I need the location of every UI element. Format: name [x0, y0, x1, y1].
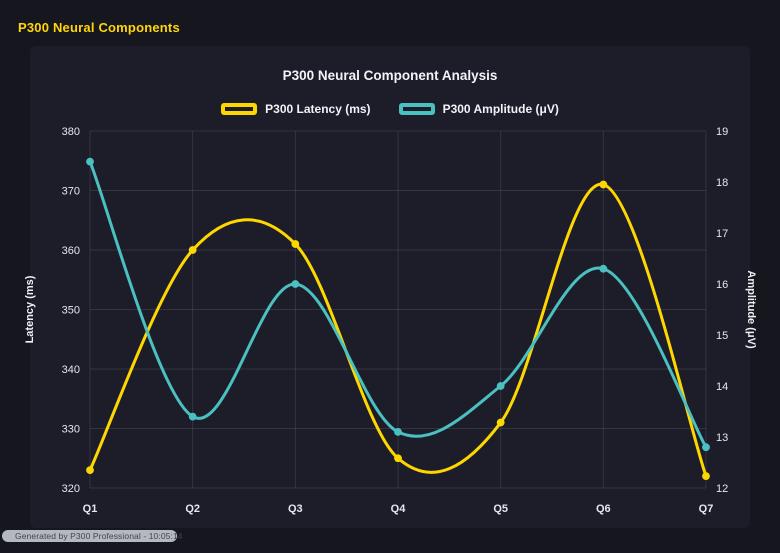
legend-label: P300 Amplitude (μV)	[442, 102, 559, 116]
legend-item[interactable]: P300 Latency (ms)	[221, 102, 371, 116]
footer-watermark: Generated by P300 Professional - 10:05:1…	[15, 531, 183, 541]
legend-item[interactable]: P300 Amplitude (μV)	[398, 102, 559, 116]
page-title: P300 Neural Components	[18, 20, 180, 35]
legend-swatch	[398, 103, 435, 115]
chart-title: P300 Neural Component Analysis	[282, 68, 498, 83]
chart-legend: P300 Latency (ms) P300 Amplitude (μV)	[30, 102, 750, 116]
horizontal-scrollbar-thumb[interactable]	[2, 530, 177, 542]
legend-label: P300 Latency (ms)	[265, 102, 371, 116]
chart-panel: P300 Neural Component Analysis P300 Late…	[30, 46, 750, 528]
legend-swatch	[221, 103, 258, 115]
